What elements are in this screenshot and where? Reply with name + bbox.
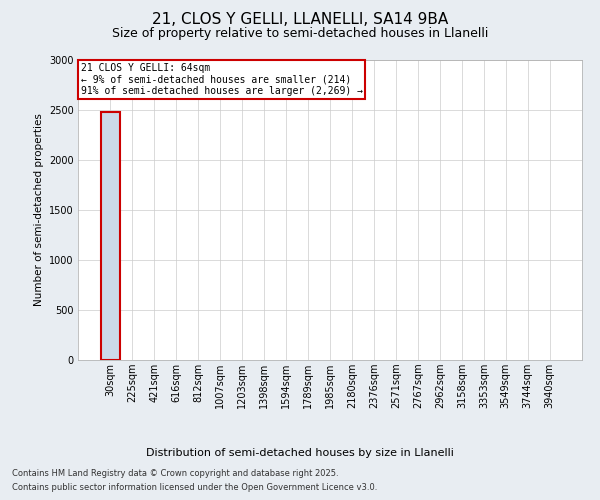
Text: Contains public sector information licensed under the Open Government Licence v3: Contains public sector information licen… bbox=[12, 484, 377, 492]
Bar bbox=[101, 112, 119, 360]
Text: Distribution of semi-detached houses by size in Llanelli: Distribution of semi-detached houses by … bbox=[146, 448, 454, 458]
Text: Contains HM Land Registry data © Crown copyright and database right 2025.: Contains HM Land Registry data © Crown c… bbox=[12, 468, 338, 477]
Text: Size of property relative to semi-detached houses in Llanelli: Size of property relative to semi-detach… bbox=[112, 28, 488, 40]
Text: 21 CLOS Y GELLI: 64sqm
← 9% of semi-detached houses are smaller (214)
91% of sem: 21 CLOS Y GELLI: 64sqm ← 9% of semi-deta… bbox=[80, 63, 362, 96]
Text: 21, CLOS Y GELLI, LLANELLI, SA14 9BA: 21, CLOS Y GELLI, LLANELLI, SA14 9BA bbox=[152, 12, 448, 28]
Y-axis label: Number of semi-detached properties: Number of semi-detached properties bbox=[34, 114, 44, 306]
